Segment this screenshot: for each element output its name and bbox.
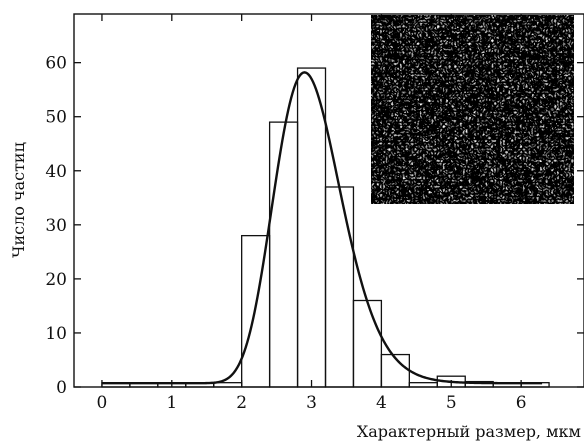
y-tick-label-0: 0 — [56, 378, 67, 398]
sem-micrograph-inset — [371, 15, 574, 204]
histogram-bar-6 — [268, 121, 299, 388]
y-axis-title: Число частиц — [9, 142, 28, 258]
histogram-bar-8 — [324, 186, 355, 388]
x-axis-title: Характерный размер, мкм — [357, 422, 581, 441]
x-tick-label-2: 2 — [236, 393, 247, 413]
x-tick-label-4: 4 — [376, 393, 387, 413]
x-tick-label-3: 3 — [306, 393, 317, 413]
y-tick-label-1: 10 — [45, 324, 67, 344]
histogram-bar-7 — [296, 67, 327, 388]
y-tick-label-4: 40 — [45, 162, 67, 182]
y-tick-label-3: 30 — [45, 216, 67, 236]
y-tick-label-6: 60 — [45, 54, 67, 74]
histogram-bar-11 — [408, 382, 438, 388]
fit-curve — [101, 71, 543, 385]
y-tick-label-2: 20 — [45, 270, 67, 290]
y-tick-label-5: 50 — [45, 108, 67, 128]
x-tick-label-6: 6 — [516, 393, 527, 413]
histogram-bar-9 — [352, 299, 383, 388]
x-tick-label-1: 1 — [166, 393, 177, 413]
x-tick-label-0: 0 — [97, 393, 108, 413]
histogram-bars — [101, 67, 550, 388]
x-tick-label-5: 5 — [446, 393, 457, 413]
